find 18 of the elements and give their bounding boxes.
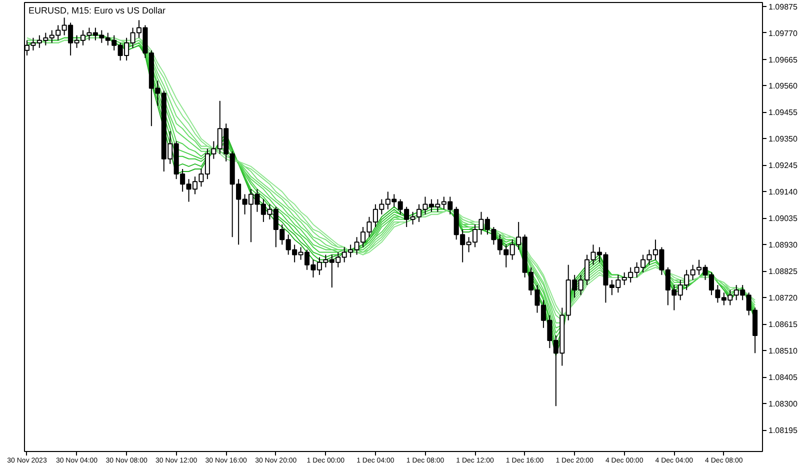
y-tick-label: 1.09035 [768, 214, 798, 224]
y-tick-label: 1.08300 [768, 400, 798, 409]
y-tick-label: 1.09140 [768, 188, 798, 197]
y-tick-label: 1.08405 [768, 373, 798, 382]
y-tick-label: 1.09350 [768, 134, 798, 144]
y-tick-label: 1.09455 [768, 108, 798, 118]
y-tick-label: 1.08720 [768, 294, 798, 303]
y-tick-label: 1.08510 [768, 346, 798, 356]
y-tick-label: 1.08930 [768, 240, 798, 250]
y-tick-label: 1.09875 [768, 2, 798, 12]
y-tick-label: 1.09770 [768, 28, 798, 38]
y-tick-label: 1.09560 [768, 82, 798, 91]
y-tick-label: 1.08615 [768, 320, 798, 330]
y-tick-label: 1.08825 [768, 267, 798, 276]
y-tick-label: 1.08195 [768, 426, 798, 436]
chart-title: EURUSD, M15: Euro vs US Dollar [28, 6, 166, 16]
y-tick-label: 1.09665 [768, 55, 798, 64]
y-tick-label: 1.09245 [768, 161, 798, 170]
